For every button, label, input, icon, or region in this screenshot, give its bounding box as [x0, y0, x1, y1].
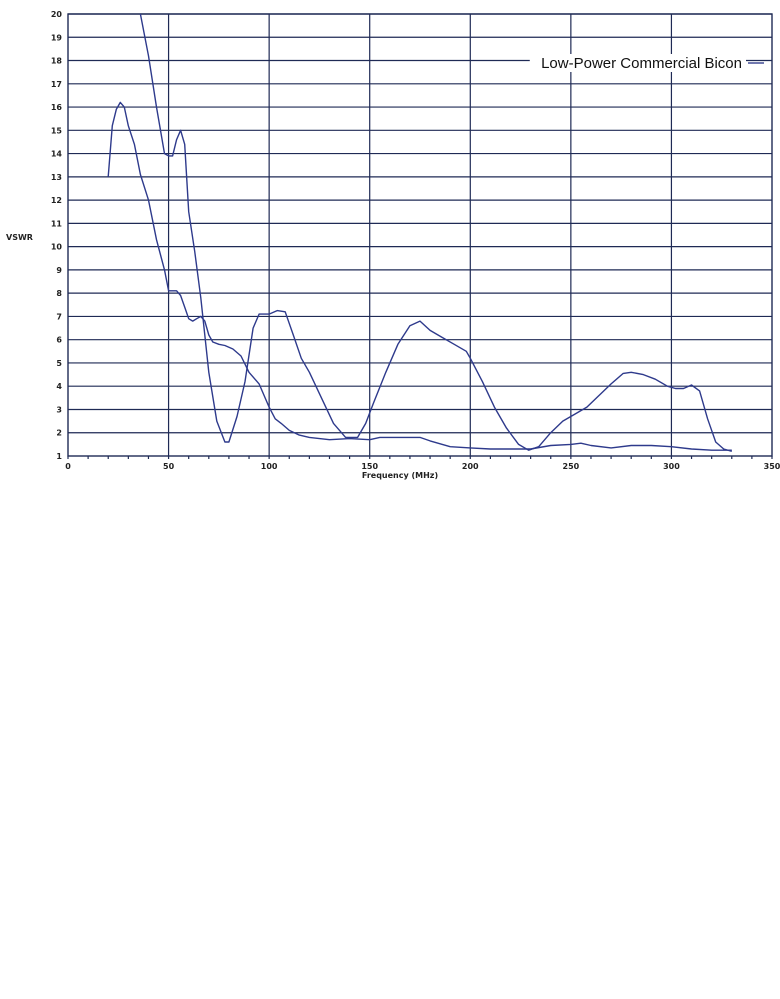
y-tick-label: 16	[51, 103, 63, 112]
y-tick-label: 3	[56, 405, 62, 414]
x-tick-label: 300	[663, 462, 680, 471]
y-tick-label: 6	[56, 336, 62, 345]
plot-frame	[67, 13, 773, 457]
y-tick-label: 10	[51, 243, 63, 252]
x-tick-label: 350	[764, 462, 780, 471]
x-tick-label: 200	[462, 462, 479, 471]
y-axis-label: VSWR	[6, 233, 33, 242]
x-axis-label: Frequency (MHz)	[362, 471, 438, 480]
y-tick-label: 2	[56, 429, 62, 438]
y-tick-label: 11	[51, 219, 63, 228]
y-tick-label: 7	[56, 312, 62, 321]
y-tick-label: 5	[56, 359, 62, 368]
legend-entry: Low-Power Commercial Bicon	[541, 55, 742, 72]
y-tick-label: 15	[51, 126, 63, 135]
y-tick-label: 14	[51, 150, 63, 159]
legend-background	[533, 54, 746, 72]
x-tick-label: 0	[65, 462, 71, 471]
y-tick-label: 17	[51, 80, 62, 89]
x-tick-label: 150	[361, 462, 378, 471]
y-tick-label: 9	[56, 266, 62, 275]
series-line-1	[139, 13, 732, 452]
y-tick-label: 12	[51, 196, 62, 205]
x-tick-label: 100	[261, 462, 278, 471]
y-tick-label: 8	[56, 289, 62, 298]
y-tick-label: 4	[56, 382, 62, 391]
y-tick-label: 1	[56, 452, 62, 461]
y-tick-label: 19	[51, 33, 63, 42]
y-tick-label: 20	[51, 10, 63, 19]
y-tick-label: 18	[51, 57, 63, 66]
x-tick-label: 50	[163, 462, 175, 471]
series-line-1	[107, 101, 732, 451]
x-tick-label: 250	[563, 462, 580, 471]
y-tick-label: 13	[51, 173, 62, 182]
